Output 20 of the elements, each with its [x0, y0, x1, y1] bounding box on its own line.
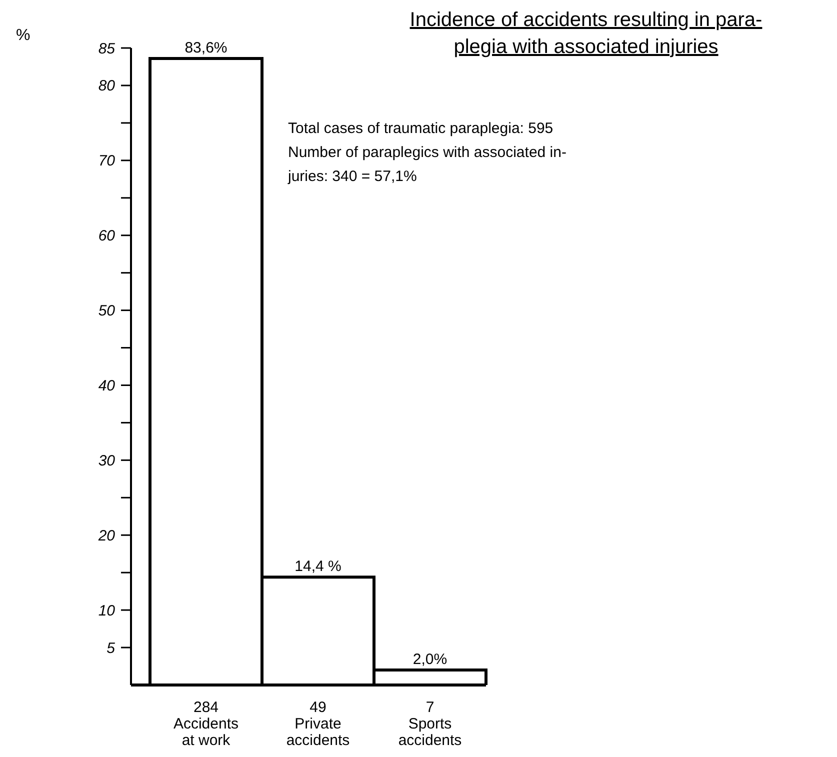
y-tick-label: 5	[106, 640, 116, 657]
y-axis-title: %	[16, 27, 30, 44]
text: Incidence of accidents resulting in para- plegia with associated injuries	[410, 9, 762, 58]
y-tick-label: 30	[98, 452, 116, 470]
y-tick-label: 40	[98, 377, 116, 394]
x-tick-label: 284 Accidents at work	[173, 699, 239, 749]
y-tick-label: 20	[97, 527, 116, 544]
y-tick-label: 60	[98, 228, 116, 245]
annotation: Total cases of traumatic paraplegia: 595	[288, 120, 554, 137]
y-tick-label: 10	[98, 602, 116, 620]
data-label: 14,4 %	[294, 558, 342, 576]
data-label: 83,6%	[184, 39, 228, 56]
data-label: 2,0%	[412, 651, 448, 668]
y-tick-label: 80	[98, 78, 116, 95]
x-tick-label: 49 Private accidents	[286, 699, 350, 749]
y-tick-label: 50	[98, 302, 116, 320]
y-tick-label: 85	[98, 40, 116, 58]
annotation: Number of paraplegics with associated in- juries: 340 = 57,1%	[287, 144, 566, 185]
x-tick-label: 7 Sports accidents	[398, 699, 462, 749]
y-tick-label: 70	[98, 152, 116, 170]
